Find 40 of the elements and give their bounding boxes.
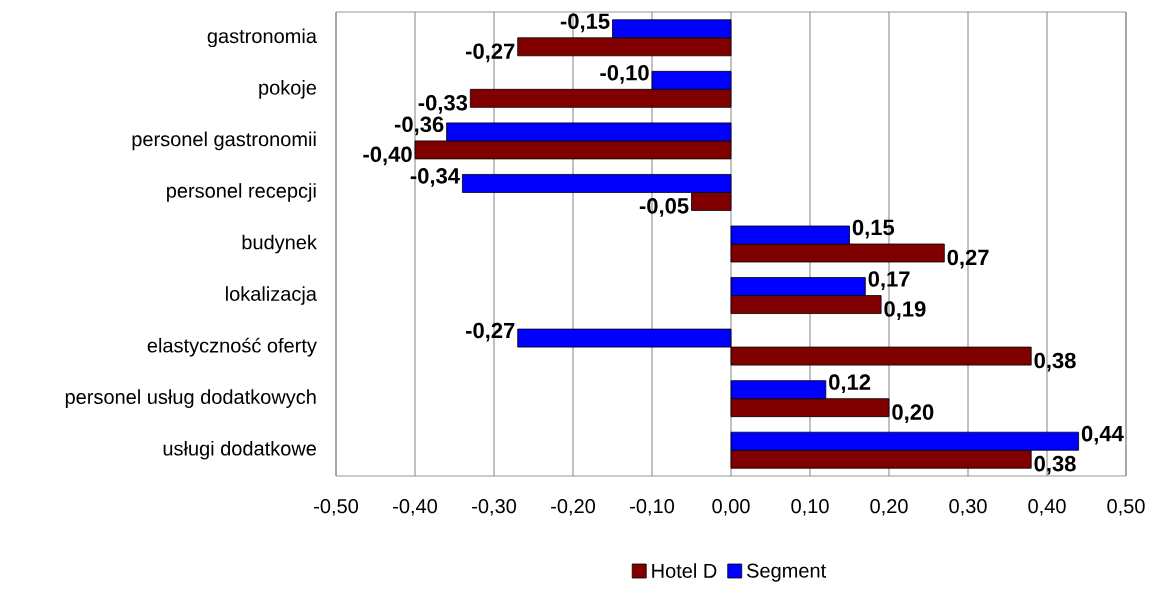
y-tick-label: personel usług dodatkowych xyxy=(65,389,316,408)
y-tick-label: budynek xyxy=(242,234,317,254)
data-label: -0,15 xyxy=(560,13,610,33)
y-tick-label: personel gastronomii xyxy=(132,131,316,151)
data-label: 0,27 xyxy=(947,249,989,269)
x-tick-label: -0,30 xyxy=(472,499,517,516)
data-label: -0,27 xyxy=(466,43,515,63)
y-tick-label: personel recepcji xyxy=(167,183,316,202)
data-label: 0,12 xyxy=(829,374,871,394)
legend-label: Segment xyxy=(747,563,827,582)
x-tick-label: 0,40 xyxy=(1028,499,1066,516)
data-label: -0,33 xyxy=(418,94,468,114)
x-tick-label: -0,10 xyxy=(630,499,675,516)
y-tick-label: lokalizacja xyxy=(226,286,317,305)
data-label: -0,34 xyxy=(410,168,460,187)
x-tick-label: -0,40 xyxy=(393,499,438,516)
x-tick-label: 0,00 xyxy=(712,499,750,516)
x-tick-label: -0,50 xyxy=(314,499,359,516)
data-label: 0,15 xyxy=(852,219,895,239)
data-label: -0,05 xyxy=(639,198,689,217)
data-label: 0,38 xyxy=(1034,455,1076,475)
data-label: 0,38 xyxy=(1034,352,1076,372)
legend-label: Hotel D xyxy=(652,563,717,578)
x-tick-label: 0,30 xyxy=(949,499,987,516)
data-label: 0,20 xyxy=(892,404,934,424)
y-tick-label: usługi dodatkowe xyxy=(163,440,316,460)
data-label: 0,44 xyxy=(1081,425,1124,445)
x-tick-label: -0,20 xyxy=(551,499,596,516)
x-tick-label: 0,20 xyxy=(870,499,908,516)
y-tick-label: elastyczność oferty xyxy=(147,337,317,357)
data-label: 0,17 xyxy=(868,271,910,290)
data-label: -0,40 xyxy=(363,146,412,166)
data-label: 0,19 xyxy=(884,301,926,320)
data-label: -0,27 xyxy=(466,322,515,342)
data-label: -0,10 xyxy=(600,64,649,84)
data-label: -0,36 xyxy=(394,116,444,136)
y-tick-label: pokoje xyxy=(259,80,317,99)
y-tick-label: gastronomia xyxy=(207,28,317,48)
x-tick-label: 0,10 xyxy=(791,499,829,516)
x-tick-label: 0,50 xyxy=(1107,499,1145,516)
